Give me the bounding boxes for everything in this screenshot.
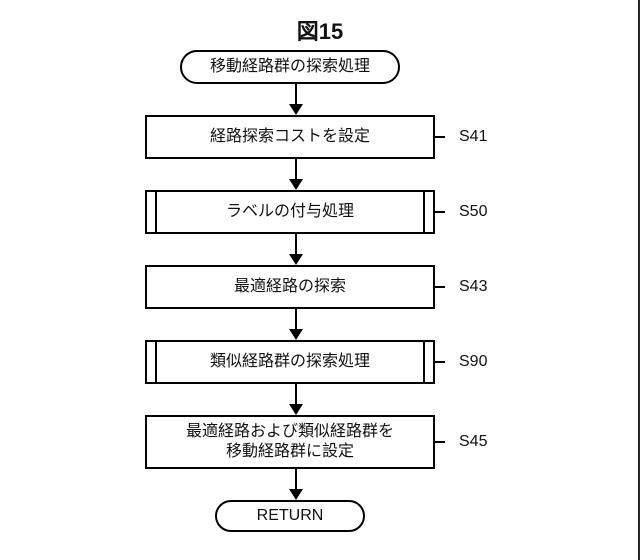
flow-node-text: 最適経路および類似経路群を 移動経路群に設定 [180,422,400,462]
step-label: S41 [459,128,487,146]
step-label-connector: S43 [435,278,487,296]
flow-node-s50: ラベルの付与処理 [145,190,435,234]
flow-node-return: RETURN [215,500,365,532]
flow-node-s90: 類似経路群の探索処理 [145,340,435,384]
step-label: S43 [459,278,487,296]
flow-arrow [289,469,303,500]
flow-node-text: ラベルの付与処理 [220,202,360,222]
step-label-connector: S45 [435,433,487,451]
flow-node-text: RETURN [251,506,330,526]
flow-arrow [289,84,303,115]
step-label: S50 [459,203,487,221]
flow-arrow [289,234,303,265]
flow-arrow [289,159,303,190]
flow-node-s43: 最適経路の探索 [145,265,435,309]
flow-node-start: 移動経路群の探索処理 [180,50,400,84]
flow-node-text: 最適経路の探索 [228,277,352,297]
flow-node-text: 移動経路群の探索処理 [204,57,376,77]
connector-line [435,361,445,363]
connector-line [435,211,445,213]
flow-arrow [289,384,303,415]
step-label: S90 [459,353,487,371]
flow-node-text: 経路探索コストを設定 [204,127,376,147]
flow-node-s41: 経路探索コストを設定 [145,115,435,159]
flow-arrow [289,309,303,340]
step-label-connector: S41 [435,128,487,146]
flow-node-text: 類似経路群の探索処理 [204,352,376,372]
step-label: S45 [459,433,487,451]
flowchart: 移動経路群の探索処理経路探索コストを設定 S41 ラベルの付与処理 S50 最適経路の探… [0,50,640,532]
connector-line [435,136,445,138]
step-label-connector: S50 [435,203,487,221]
page: 図15 移動経路群の探索処理経路探索コストを設定 S41 ラベルの付与処理 S50 最適… [0,0,640,560]
flow-node-s45: 最適経路および類似経路群を 移動経路群に設定 [145,415,435,469]
connector-line [435,441,445,443]
connector-line [435,286,445,288]
figure-title: 図15 [0,14,640,46]
step-label-connector: S90 [435,353,487,371]
